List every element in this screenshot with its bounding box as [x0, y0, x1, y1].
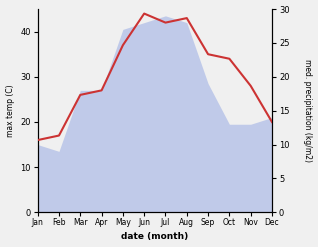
X-axis label: date (month): date (month)	[121, 232, 189, 242]
Y-axis label: med. precipitation (kg/m2): med. precipitation (kg/m2)	[303, 59, 313, 162]
Y-axis label: max temp (C): max temp (C)	[5, 84, 15, 137]
